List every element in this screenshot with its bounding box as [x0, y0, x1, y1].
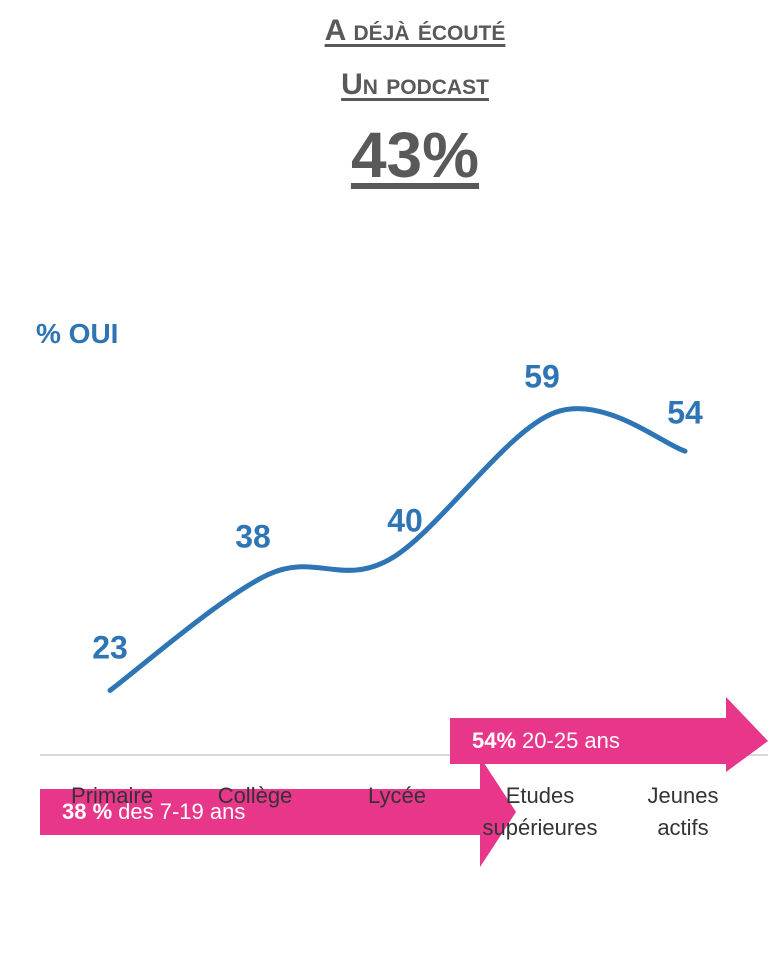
annotation-bold: 38 % — [62, 799, 113, 824]
x-tick-label: Jeunes actifs — [647, 783, 719, 840]
data-label: 59 — [524, 358, 560, 395]
annotation-text: 38 % des 7-19 ans — [62, 799, 245, 825]
annotation-text: 54% 20-25 ans — [472, 728, 620, 754]
data-label: 40 — [387, 502, 423, 539]
title-line: A déjà écouté — [324, 14, 506, 47]
x-tick-label: Collège — [217, 783, 293, 808]
x-tick-label: Lycée — [368, 783, 426, 808]
headline: 43% — [350, 119, 480, 191]
annotation-label: 20-25 ans — [522, 728, 620, 753]
annotation-label: des 7-19 ans — [118, 799, 246, 824]
data-label: 38 — [235, 518, 271, 555]
x-tick-label: Primaire — [71, 783, 153, 808]
x-tick-label: Etudes supérieures — [482, 783, 598, 840]
annotation-bold: 54% — [472, 728, 517, 753]
data-label: 23 — [92, 629, 128, 666]
data-line — [107, 406, 688, 693]
annotation-arrow — [40, 757, 516, 867]
data-label: 54 — [667, 394, 703, 431]
y-axis-label: % OUI — [36, 318, 119, 349]
title-line: Un podcast — [341, 68, 489, 101]
annotation-arrow — [450, 697, 768, 772]
